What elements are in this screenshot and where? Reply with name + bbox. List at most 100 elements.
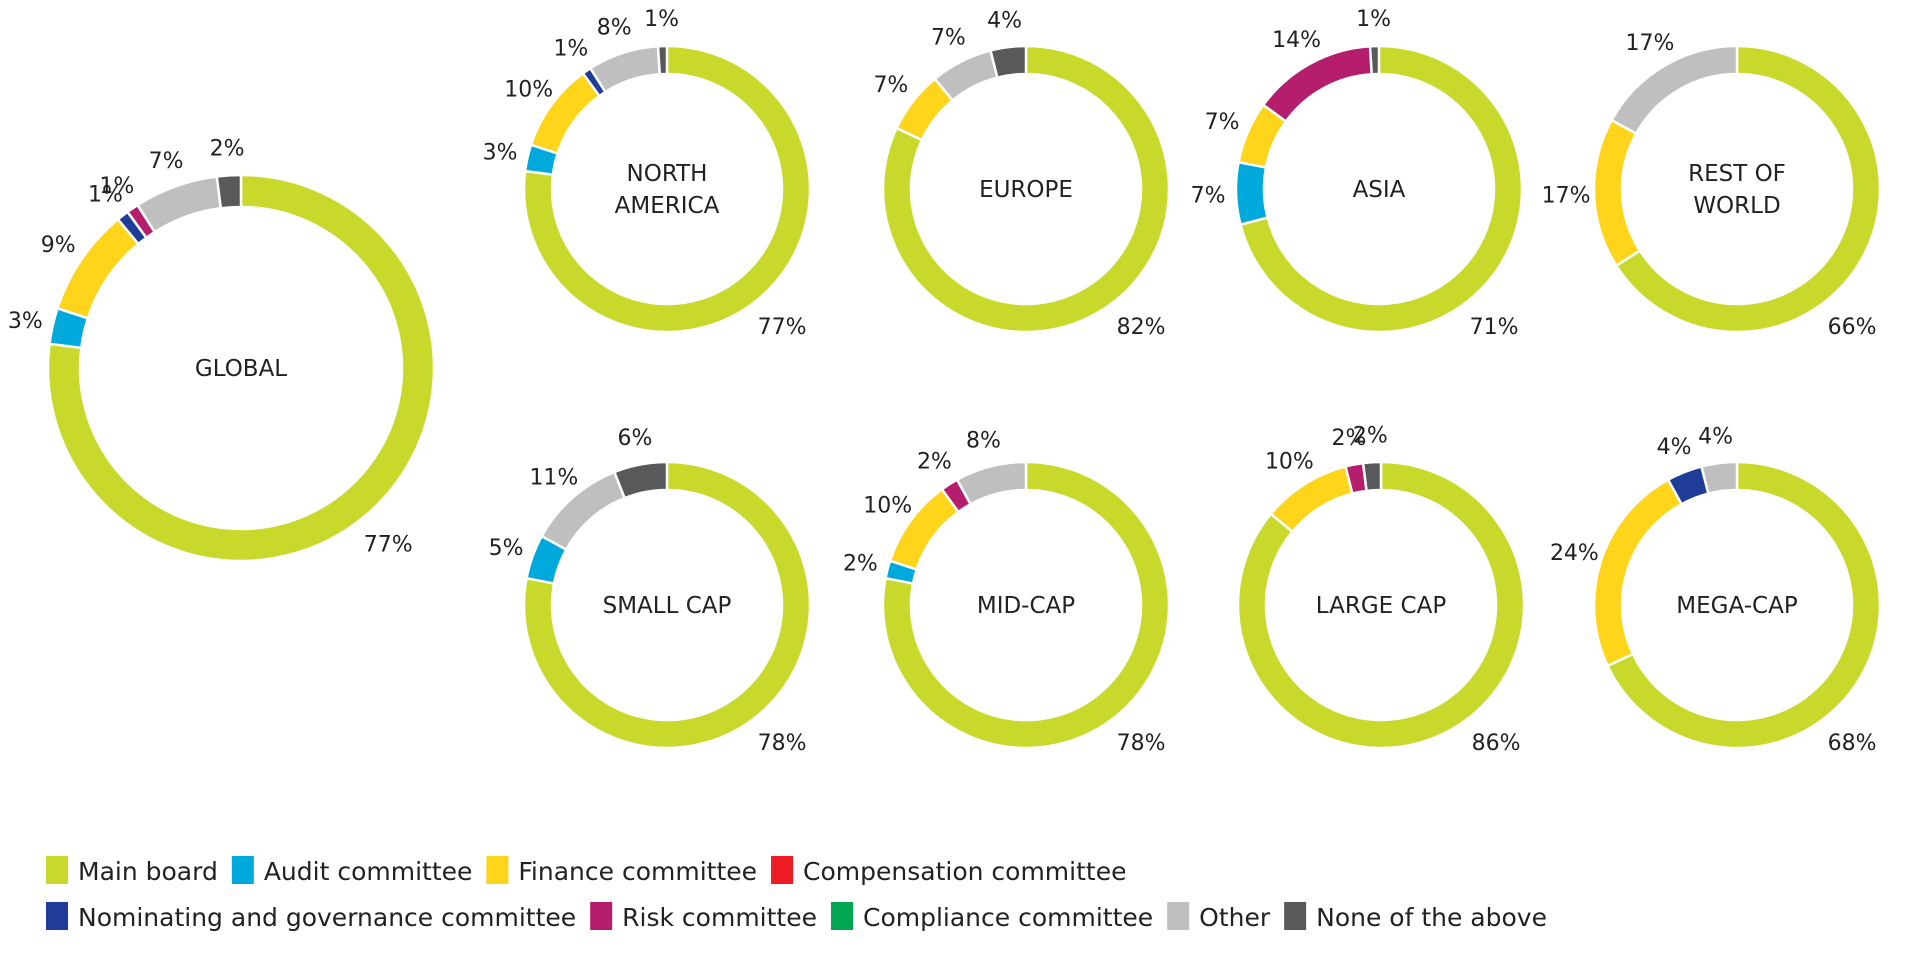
slice-asia-main_board [1238, 44, 1524, 334]
legend-item-audit: Audit committee [231, 856, 473, 886]
donut-europe: 82% 7% 7% 4% EUROPE [873, 8, 1171, 340]
legend: Main board Audit committee Finance committ… [46, 856, 1547, 932]
slice-asia-none [1368, 44, 1381, 76]
slice-north-america-other [588, 44, 662, 94]
slice-label-large-cap-risk: 2% [1332, 426, 1367, 451]
legend-item-nominating: Nominating and governance committee [46, 902, 576, 932]
slice-label-north-america-finance: 10% [504, 78, 553, 103]
slice-mid-cap-main_board [881, 460, 1171, 750]
slice-small-cap-main_board [522, 460, 812, 750]
slice-global-none [215, 173, 243, 210]
slice-label-global-risk: 1% [99, 174, 134, 199]
slice-label-large-cap-none: 2% [1353, 423, 1388, 448]
slice-north-america-none [656, 44, 669, 76]
slice-label-large-cap-finance: 10% [1265, 450, 1314, 475]
legend-item-main_board: Main board [46, 856, 218, 886]
slice-label-rest-of-world-main_board: 66% [1828, 315, 1877, 340]
slice-large-cap-finance [1269, 464, 1354, 534]
legend-swatch-other [1167, 902, 1190, 930]
slice-label-rest-of-world-finance: 17% [1542, 183, 1591, 208]
legend-label-nominating: Nominating and governance committee [78, 903, 576, 932]
legend-label-compliance: Compliance committee [863, 903, 1153, 932]
donut-mega-cap: 68% 24% 4% 4% MEGA-CAP [1550, 424, 1882, 756]
legend-item-risk: Risk committee [590, 902, 817, 932]
slice-label-small-cap-other: 11% [529, 466, 578, 491]
slice-rest-of-world-finance [1592, 118, 1642, 268]
slice-label-mid-cap-other: 8% [966, 428, 1001, 453]
legend-swatch-main_board [46, 856, 68, 884]
slice-label-mid-cap-audit: 2% [843, 552, 878, 577]
slice-asia-risk [1261, 44, 1374, 124]
slice-north-america-main_board [522, 44, 812, 334]
legend-swatch-nominating [46, 902, 68, 930]
legend-item-other: Other [1167, 902, 1271, 932]
slice-label-mid-cap-main_board: 78% [1117, 731, 1166, 756]
slice-label-north-america-none: 1% [644, 7, 679, 32]
legend-swatch-compensation [771, 856, 794, 884]
donut-title-europe: EUROPE [979, 177, 1073, 203]
slice-mega-cap-finance [1592, 477, 1684, 668]
slice-global-main_board [46, 173, 436, 563]
slice-label-europe-finance: 7% [873, 73, 908, 98]
slice-label-global-none: 2% [210, 136, 245, 161]
slice-label-north-america-main_board: 77% [758, 315, 807, 340]
slice-label-north-america-nominating: 1% [553, 37, 588, 62]
legend-label-finance: Finance committee [518, 857, 757, 886]
donut-large-cap: 86% 10% 2%2% LARGE CAP [1236, 423, 1526, 756]
donut-title-asia: ASIA [1353, 177, 1406, 203]
donut-title-small-cap: SMALL CAP [603, 593, 732, 619]
slice-label-small-cap-audit: 5% [489, 536, 524, 561]
legend-label-main_board: Main board [78, 857, 218, 886]
donut-title-north-america: NORTH [627, 161, 708, 187]
legend-label-audit: Audit committee [264, 857, 473, 886]
slice-label-large-cap-main_board: 86% [1472, 731, 1521, 756]
slice-label-mega-cap-main_board: 68% [1828, 731, 1877, 756]
legend-label-other: Other [1199, 903, 1271, 932]
slice-europe-none [988, 44, 1028, 80]
slice-label-europe-main_board: 82% [1117, 315, 1166, 340]
slice-label-north-america-other: 8% [597, 15, 632, 40]
legend-swatch-finance [486, 856, 509, 884]
slice-mega-cap-other [1699, 460, 1739, 496]
legend-swatch-risk [590, 902, 613, 930]
donut-title-rest-of-world: WORLD [1693, 193, 1780, 219]
donut-asia: 71% 7% 7% 14% 1% ASIA [1191, 7, 1524, 340]
slice-mega-cap-main_board [1605, 460, 1882, 750]
slice-label-global-nominating: 1% [88, 182, 123, 207]
slice-label-north-america-audit: 3% [483, 141, 518, 166]
donut-global: 77% 3% 9% 1%1% 7% 2% GLOBAL [8, 136, 436, 563]
slice-label-global-finance: 9% [41, 233, 76, 258]
slice-mid-cap-other [955, 460, 1028, 506]
legend-swatch-audit [231, 856, 254, 884]
slice-label-asia-audit: 7% [1191, 183, 1226, 208]
slice-label-small-cap-none: 6% [618, 426, 653, 451]
donut-title-north-america: AMERICA [615, 193, 720, 219]
slice-label-global-main_board: 77% [364, 532, 413, 557]
slice-label-global-other: 7% [149, 149, 184, 174]
slice-label-mega-cap-finance: 24% [1550, 541, 1599, 566]
legend-item-compliance: Compliance committee [830, 902, 1153, 932]
slice-label-asia-finance: 7% [1205, 110, 1240, 135]
legend-item-none: None of the above [1284, 902, 1547, 932]
slice-label-small-cap-main_board: 78% [758, 731, 807, 756]
legend-label-risk: Risk committee [622, 903, 817, 932]
donut-title-rest-of-world: REST OF [1688, 161, 1786, 187]
slice-label-rest-of-world-other: 17% [1626, 31, 1675, 56]
donut-rest-of-world: 66% 17% 17% REST OF WORLD [1542, 31, 1882, 340]
donut-mid-cap: 78%2%10%2%8%MID-CAP [843, 428, 1171, 756]
legend-swatch-none [1284, 902, 1307, 930]
slice-label-mega-cap-other: 4% [1698, 424, 1733, 449]
slice-europe-main_board [881, 44, 1171, 334]
slice-large-cap-none [1361, 460, 1383, 493]
donut-title-mid-cap: MID-CAP [977, 593, 1075, 619]
slice-global-other [135, 175, 223, 234]
slice-large-cap-main_board [1236, 460, 1526, 750]
slice-rest-of-world-other [1609, 44, 1739, 136]
legend-item-compensation: Compensation committee [771, 856, 1126, 886]
slice-label-mega-cap-nominating: 4% [1657, 435, 1692, 460]
donut-title-large-cap: LARGE CAP [1316, 593, 1447, 619]
donut-small-cap: 78% 5% 11% 6% SMALL CAP [489, 426, 812, 756]
